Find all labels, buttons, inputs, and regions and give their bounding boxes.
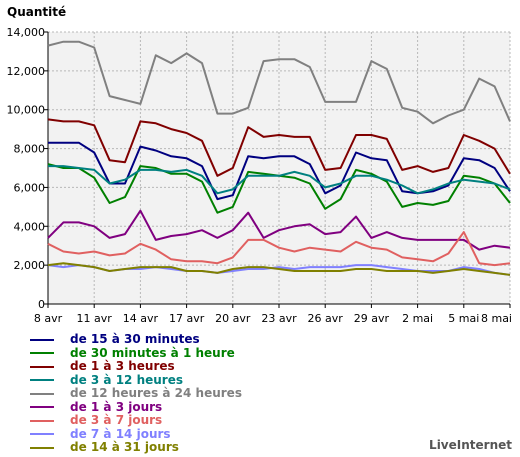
series-lines [47,40,511,276]
x-tick-label: 29 avr [354,312,390,325]
series-line-7 [47,231,511,267]
x-tick-label: 11 avr [77,312,113,325]
legend-item: de 3 à 12 heures [30,372,242,388]
x-tick-label: 8 avr [34,312,63,325]
x-tick-label: 17 avr [169,312,205,325]
gridlines [47,31,511,304]
x-tick-label: 2 mai [402,312,433,325]
y-axis-title: Quantité [7,5,66,19]
legend-label: de 30 minutes à 1 heure [70,345,235,360]
legend-label: de 3 à 12 heures [70,372,184,387]
y-tick-label: 10,000 [7,104,46,117]
legend-swatch [30,365,54,368]
x-tick-label: 5 mai [448,312,479,325]
series-line-1 [48,141,511,201]
legend-label: de 15 à 30 minutes [70,332,200,346]
legend-item: de 1 à 3 heures [30,359,242,374]
y-tick-label: 6,000 [14,181,46,194]
line-chart: 0 2,000 4,000 6,000 8,000 10,000 12,000 14,000 8… [7,5,513,325]
legend-item: de 30 minutes à 1 heure [30,345,242,361]
x-tick-label: 23 avr [261,312,297,325]
x-tick-label: 14 avr [123,312,159,325]
series-line-3 [47,118,511,177]
series-line-9 [47,262,511,276]
legend-item: de 1 à 3 jours [30,399,242,415]
y-tick-label: 4,000 [14,220,46,233]
legend-swatch [30,433,54,436]
y-tick-label: 0 [38,298,45,311]
legend-swatch [30,419,54,422]
legend-label: de 14 à 31 jours [70,440,179,454]
legend-swatch [30,446,54,449]
axes: 0 2,000 4,000 6,000 8,000 10,000 12,000 14,000 8… [7,26,513,325]
legend-label: de 7 à 14 jours [70,426,171,441]
legend-item: de 14 à 31 jours [30,440,242,455]
series-line-5 [47,40,511,125]
legend-item: de 3 à 7 jours [30,413,242,428]
legend-label: de 1 à 3 heures [70,359,175,373]
legend-swatch [30,352,54,355]
credit-label: LiveInternet [429,438,512,452]
legend-label: de 3 à 7 jours [70,413,163,427]
legend-label: de 1 à 3 jours [70,399,163,414]
legend-item: de 12 heures à 24 heures [30,386,242,401]
legend-item: de 7 à 14 jours [30,426,242,442]
series-line-6 [47,209,511,251]
legend: de 15 à 30 minutes de 30 minutes à 1 heur… [30,332,242,455]
legend-swatch [30,379,54,382]
y-tick-label: 8,000 [14,143,46,156]
x-tick-label: 26 avr [308,312,344,325]
y-tick-label: 14,000 [7,26,46,39]
legend-swatch [30,338,54,341]
legend-item: de 15 à 30 minutes [30,332,242,347]
y-tick-label: 2,000 [14,259,46,272]
legend-swatch [30,392,54,395]
legend-label: de 12 heures à 24 heures [70,386,242,400]
series-line-4 [48,165,511,195]
legend-swatch [30,406,54,409]
y-tick-label: 12,000 [7,65,46,78]
x-tick-label: 20 avr [215,312,251,325]
x-tick-label: 8 mai [481,312,512,325]
